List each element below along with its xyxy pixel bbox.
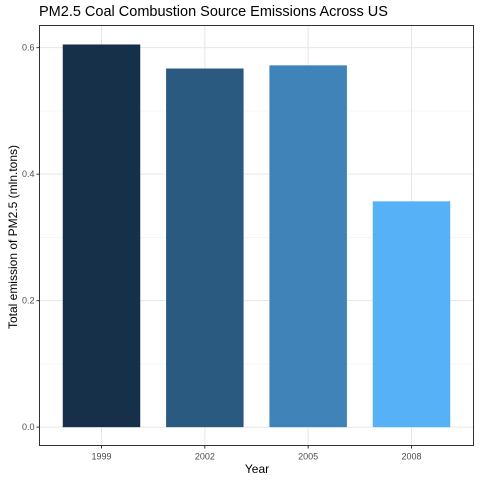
x-axis-label: Year xyxy=(244,462,270,476)
x-tick-label: 2005 xyxy=(298,452,318,462)
y-tick-label: 0.2 xyxy=(22,296,35,306)
y-tick-label: 0.0 xyxy=(22,422,35,432)
panel-border xyxy=(39,25,474,446)
y-tick-label: 0.6 xyxy=(22,43,35,53)
bars xyxy=(62,44,451,428)
x-tick-label: 2002 xyxy=(195,452,215,462)
bar-2002 xyxy=(166,68,244,428)
axis-tick-labels: 0.0 0.2 0.4 0.6 1999 2002 2005 2008 xyxy=(22,43,422,462)
chart-title: PM2.5 Coal Combustion Source Emissions A… xyxy=(39,4,388,20)
x-tick-label: 1999 xyxy=(91,452,111,462)
bar-2008 xyxy=(372,201,451,428)
y-tick-label: 0.4 xyxy=(22,169,35,179)
axis-ticks xyxy=(36,47,412,449)
bar-1999 xyxy=(62,44,141,428)
x-tick-label: 2008 xyxy=(401,452,421,462)
bar-2005 xyxy=(269,65,347,428)
